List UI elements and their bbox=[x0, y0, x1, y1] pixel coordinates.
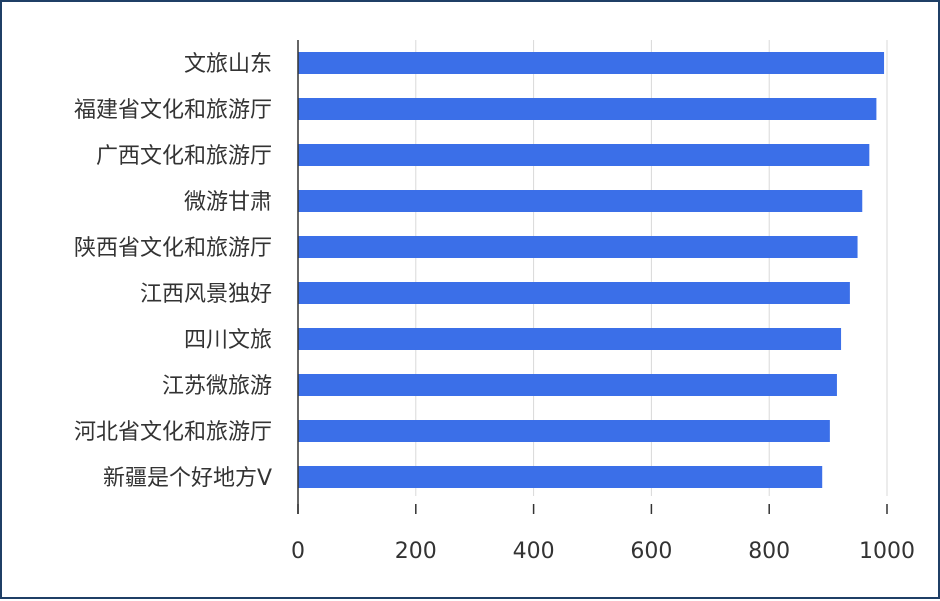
bar bbox=[298, 420, 830, 442]
bar bbox=[298, 282, 850, 304]
bar bbox=[298, 98, 877, 120]
x-tick-label: 1000 bbox=[859, 539, 915, 564]
x-tick-label: 0 bbox=[291, 539, 305, 564]
category-label: 江西风景独好 bbox=[140, 282, 272, 307]
category-labels: 文旅山东福建省文化和旅游厅广西文化和旅游厅微游甘肃陕西省文化和旅游厅江西风景独好… bbox=[74, 52, 272, 491]
bar bbox=[298, 52, 885, 74]
category-label: 微游甘肃 bbox=[184, 190, 272, 215]
category-label: 河北省文化和旅游厅 bbox=[74, 420, 272, 445]
category-label: 新疆是个好地方V bbox=[103, 466, 272, 491]
category-label: 文旅山东 bbox=[184, 52, 272, 77]
x-tick-label: 200 bbox=[395, 539, 437, 564]
bars-group bbox=[298, 52, 885, 488]
bar bbox=[298, 328, 842, 350]
category-label: 四川文旅 bbox=[184, 328, 272, 353]
x-tick-label: 600 bbox=[630, 539, 672, 564]
x-tick-label: 800 bbox=[748, 539, 790, 564]
bar bbox=[298, 374, 837, 396]
bar bbox=[298, 236, 858, 258]
category-label: 陕西省文化和旅游厅 bbox=[74, 236, 272, 261]
bar bbox=[298, 466, 823, 488]
category-label: 江苏微旅游 bbox=[162, 374, 272, 399]
category-label: 福建省文化和旅游厅 bbox=[74, 98, 272, 123]
x-axis: 0 200 400 600 800 1000 bbox=[291, 40, 915, 564]
bar bbox=[298, 144, 870, 166]
x-tick-label: 400 bbox=[513, 539, 555, 564]
category-label: 广西文化和旅游厅 bbox=[96, 144, 272, 169]
bar bbox=[298, 190, 863, 212]
